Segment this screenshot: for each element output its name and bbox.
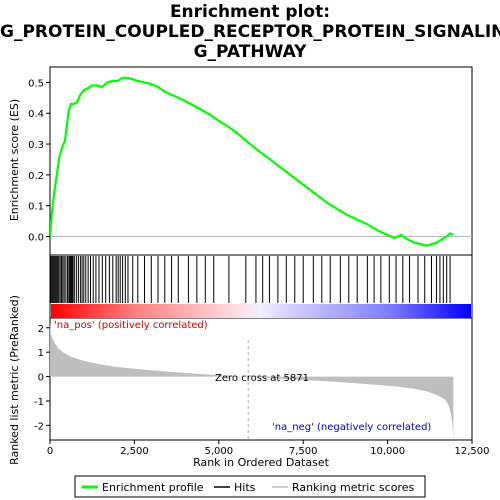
metric-y-tick-label: 2 bbox=[38, 324, 44, 335]
x-tick-label: 7,500 bbox=[289, 446, 318, 457]
title-line-2: G_PROTEIN_COUPLED_RECEPTOR_PROTEIN_SIGNA… bbox=[0, 22, 500, 42]
metric-y-tick-label: -1 bbox=[34, 397, 44, 408]
x-tick-label: 5,000 bbox=[204, 446, 233, 457]
metric-y-tick-label: 0 bbox=[38, 373, 44, 384]
metric-y-axis: -2 -1 0 1 2 bbox=[34, 324, 50, 432]
es-panel-frame bbox=[49, 66, 473, 256]
zero-cross-label: Zero cross at 5871 bbox=[215, 373, 309, 384]
x-axis-label: Rank in Ordered Dataset bbox=[193, 456, 330, 469]
es-y-tick-label: 0.3 bbox=[28, 140, 44, 151]
metric-y-axis-label: Ranked list metric (PreRanked) bbox=[8, 295, 21, 465]
ranking-metric-area bbox=[50, 322, 454, 438]
legend-hits-label: Hits bbox=[234, 481, 256, 494]
es-y-tick-label: 0.4 bbox=[28, 109, 44, 120]
metric-y-tick-label: 1 bbox=[38, 348, 44, 359]
pos-correlated-label: 'na_pos' (positively correlated) bbox=[54, 320, 208, 331]
es-y-tick-label: 0.1 bbox=[28, 202, 44, 213]
es-y-tick-label: 0.0 bbox=[28, 233, 44, 244]
legend-box bbox=[74, 475, 426, 498]
hits-group bbox=[50, 256, 451, 303]
ranking-heat-strip bbox=[51, 304, 471, 318]
x-tick-label: 0 bbox=[47, 446, 53, 457]
es-curve-group bbox=[50, 76, 454, 247]
legend-metric-label: Ranking metric scores bbox=[292, 481, 414, 494]
x-tick-label: 12,500 bbox=[455, 446, 490, 457]
title-line-1: Enrichment plot: bbox=[169, 2, 331, 22]
es-y-tick-label: 0.2 bbox=[28, 171, 44, 182]
enrichment-profile-line bbox=[50, 76, 454, 247]
neg-correlated-label: 'na_neg' (negatively correlated) bbox=[272, 422, 431, 433]
x-tick-label: 10,000 bbox=[370, 446, 405, 457]
chart-title: Enrichment plot: G_PROTEIN_COUPLED_RECEP… bbox=[0, 2, 500, 62]
es-y-axis: 0.0 0.1 0.2 0.3 0.4 0.5 bbox=[28, 78, 50, 244]
es-y-tick-label: 0.5 bbox=[28, 78, 44, 89]
title-line-3: G_PATHWAY bbox=[193, 42, 307, 62]
x-tick-label: 2,500 bbox=[120, 446, 149, 457]
metric-group bbox=[50, 322, 454, 438]
metric-x-axis: 0 2,500 5,000 7,500 10,000 12,500 bbox=[47, 440, 490, 457]
metric-y-tick-label: -2 bbox=[34, 421, 44, 432]
es-y-axis-label: Enrichment score (ES) bbox=[8, 99, 21, 221]
legend-enrichment-label: Enrichment profile bbox=[102, 481, 204, 494]
